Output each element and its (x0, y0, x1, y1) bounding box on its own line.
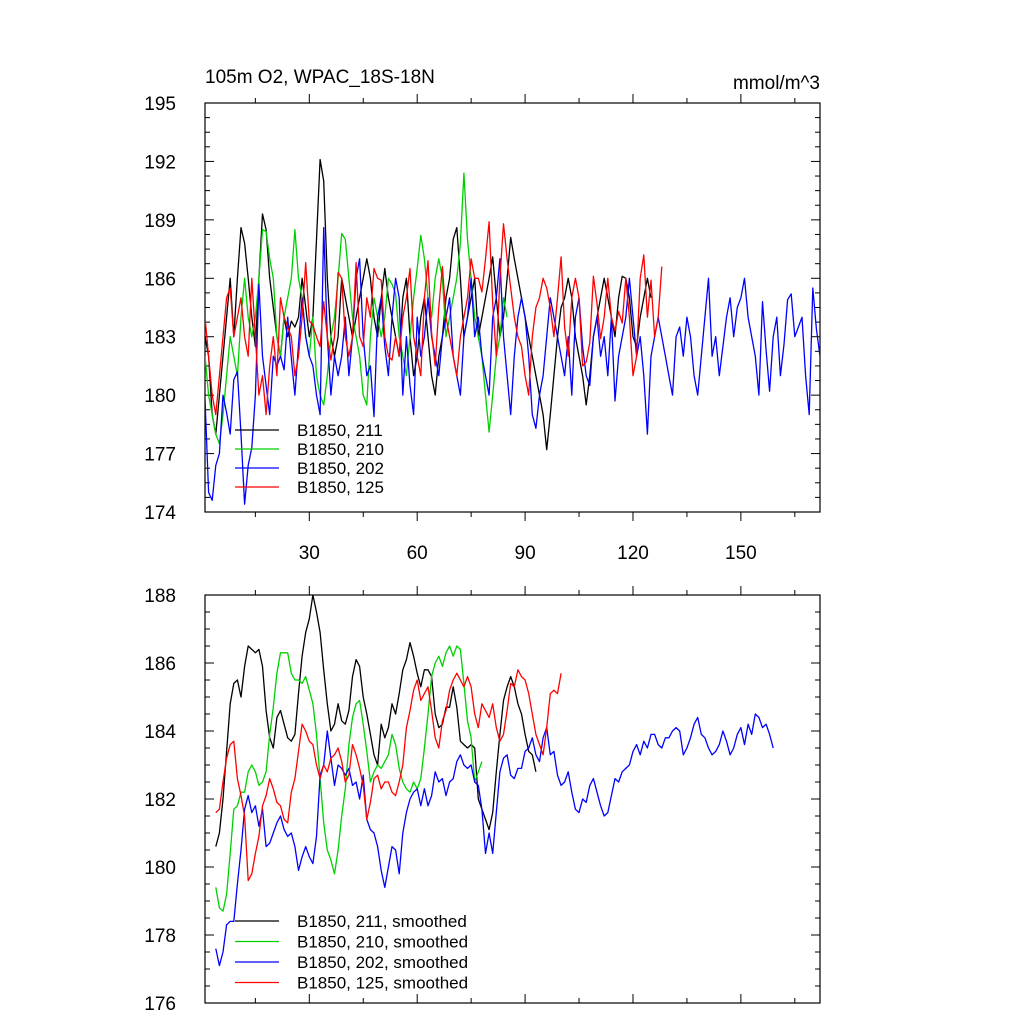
legend-label: B1850, 202, smoothed (297, 953, 468, 972)
chart-units: mmol/m^3 (733, 73, 820, 94)
legend-label: B1850, 211 (297, 421, 383, 440)
legend-label: B1850, 210, smoothed (297, 933, 468, 952)
y-tick-label: 184 (144, 722, 176, 743)
y-tick-label: 189 (144, 211, 176, 232)
y-tick-label: 186 (144, 269, 176, 290)
series-group (205, 158, 820, 505)
series-group (215, 595, 774, 967)
y-tick-label: 192 (144, 152, 176, 173)
series-line-b1850-202-smoothed (215, 713, 774, 967)
y-tick-label: 183 (144, 328, 176, 349)
y-tick-label: 178 (144, 926, 176, 947)
series-line-b1850-211-smoothed (215, 595, 537, 847)
legend-label: B1850, 210 (297, 440, 384, 459)
y-tick-label: 188 (144, 586, 176, 607)
y-tick-label: 176 (144, 994, 176, 1015)
legend-label: B1850, 211, smoothed (297, 912, 467, 931)
series-line-b1850-202 (205, 226, 820, 505)
x-tick-label: 30 (299, 543, 320, 564)
y-tick-label: 182 (144, 790, 176, 811)
series-line-b1850-125-smoothed (215, 669, 562, 882)
legend-label: B1850, 125 (297, 478, 384, 497)
legend-label: B1850, 125, smoothed (297, 974, 468, 993)
x-tick-label: 60 (407, 543, 428, 564)
x-tick-label: 150 (725, 543, 757, 564)
chart-title: 105m O2, WPAC_18S-18N (205, 67, 435, 88)
y-tick-label: 174 (144, 503, 176, 524)
series-line-b1850-125 (205, 221, 663, 416)
legend-label: B1850, 202 (297, 459, 384, 478)
x-tick-label: 90 (515, 543, 536, 564)
y-tick-label: 186 (144, 654, 176, 675)
y-tick-label: 180 (144, 386, 176, 407)
series-line-b1850-210-smoothed (215, 645, 483, 912)
x-tick-label: 120 (617, 543, 649, 564)
y-tick-label: 180 (144, 858, 176, 879)
chart-bottom-panel: 176 178 180 182 184 186 188 B1850, 211, smoothe… (144, 586, 821, 1015)
y-tick-label: 195 (144, 94, 176, 115)
series-line-b1850-210 (205, 172, 508, 445)
chart-top-panel: 174 177 180 183 186 189 192 195 30 60 90 120 150 105m… (144, 67, 821, 564)
y-tick-label: 177 (144, 445, 176, 466)
